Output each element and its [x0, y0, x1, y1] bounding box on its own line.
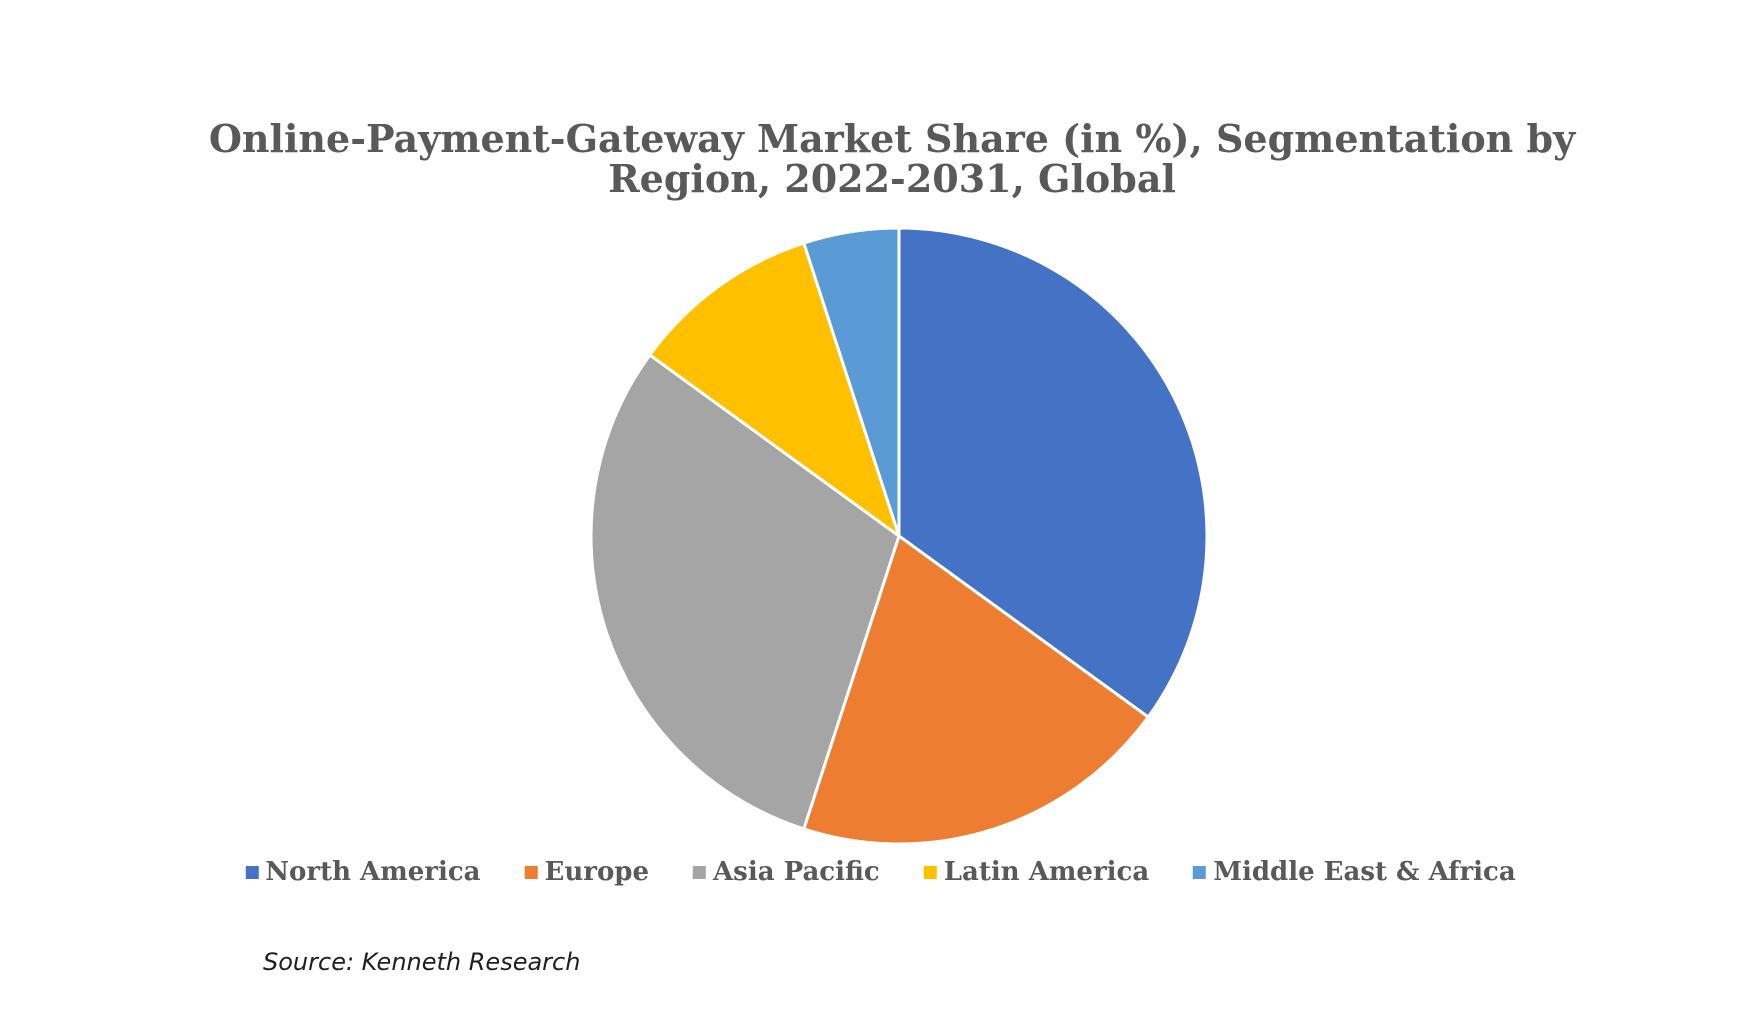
- chart-title-line1: Online-Payment-Gateway Market Share (in …: [208, 116, 1576, 161]
- legend-swatch-latin-america: [923, 865, 937, 879]
- chart-title: Online-Payment-Gateway Market Share (in …: [12, 119, 1761, 199]
- legend-label-europe: Europe: [544, 857, 650, 887]
- legend-swatch-middle-east-africa: [1193, 865, 1207, 879]
- legend-swatch-north-america: [245, 865, 259, 879]
- legend-swatch-europe: [524, 865, 538, 879]
- legend-swatch-asia-pacific: [693, 865, 707, 879]
- chart-title-line2: Region, 2022-2031, Global: [608, 156, 1176, 201]
- pie-chart: [589, 226, 1209, 846]
- source-note: Source: Kenneth Research: [263, 948, 581, 976]
- pie-slice-north-america: [897, 226, 1209, 719]
- legend-label-middle-east-africa: Middle East & Africa: [1213, 857, 1516, 887]
- pie-slice-asia-pacific: [589, 353, 901, 831]
- pie-slice-middle-east-africa: [802, 226, 901, 538]
- pie-slice-europe: [802, 534, 1150, 846]
- chart-legend: North America Europe Asia Pacific Latin Ame…: [245, 857, 1516, 887]
- legend-item-middle-east-africa: Middle East & Africa: [1193, 858, 1516, 886]
- legend-item-asia-pacific: Asia Pacific: [693, 858, 880, 886]
- legend-label-latin-america: Latin America: [943, 857, 1150, 887]
- legend-label-asia-pacific: Asia Pacific: [713, 857, 880, 887]
- legend-item-europe: Europe: [524, 857, 650, 887]
- legend-item-latin-america: Latin America: [923, 857, 1150, 887]
- legend-label-north-america: North America: [265, 857, 481, 887]
- pie-slice-latin-america: [648, 241, 901, 538]
- legend-item-north-america: North America: [245, 857, 481, 887]
